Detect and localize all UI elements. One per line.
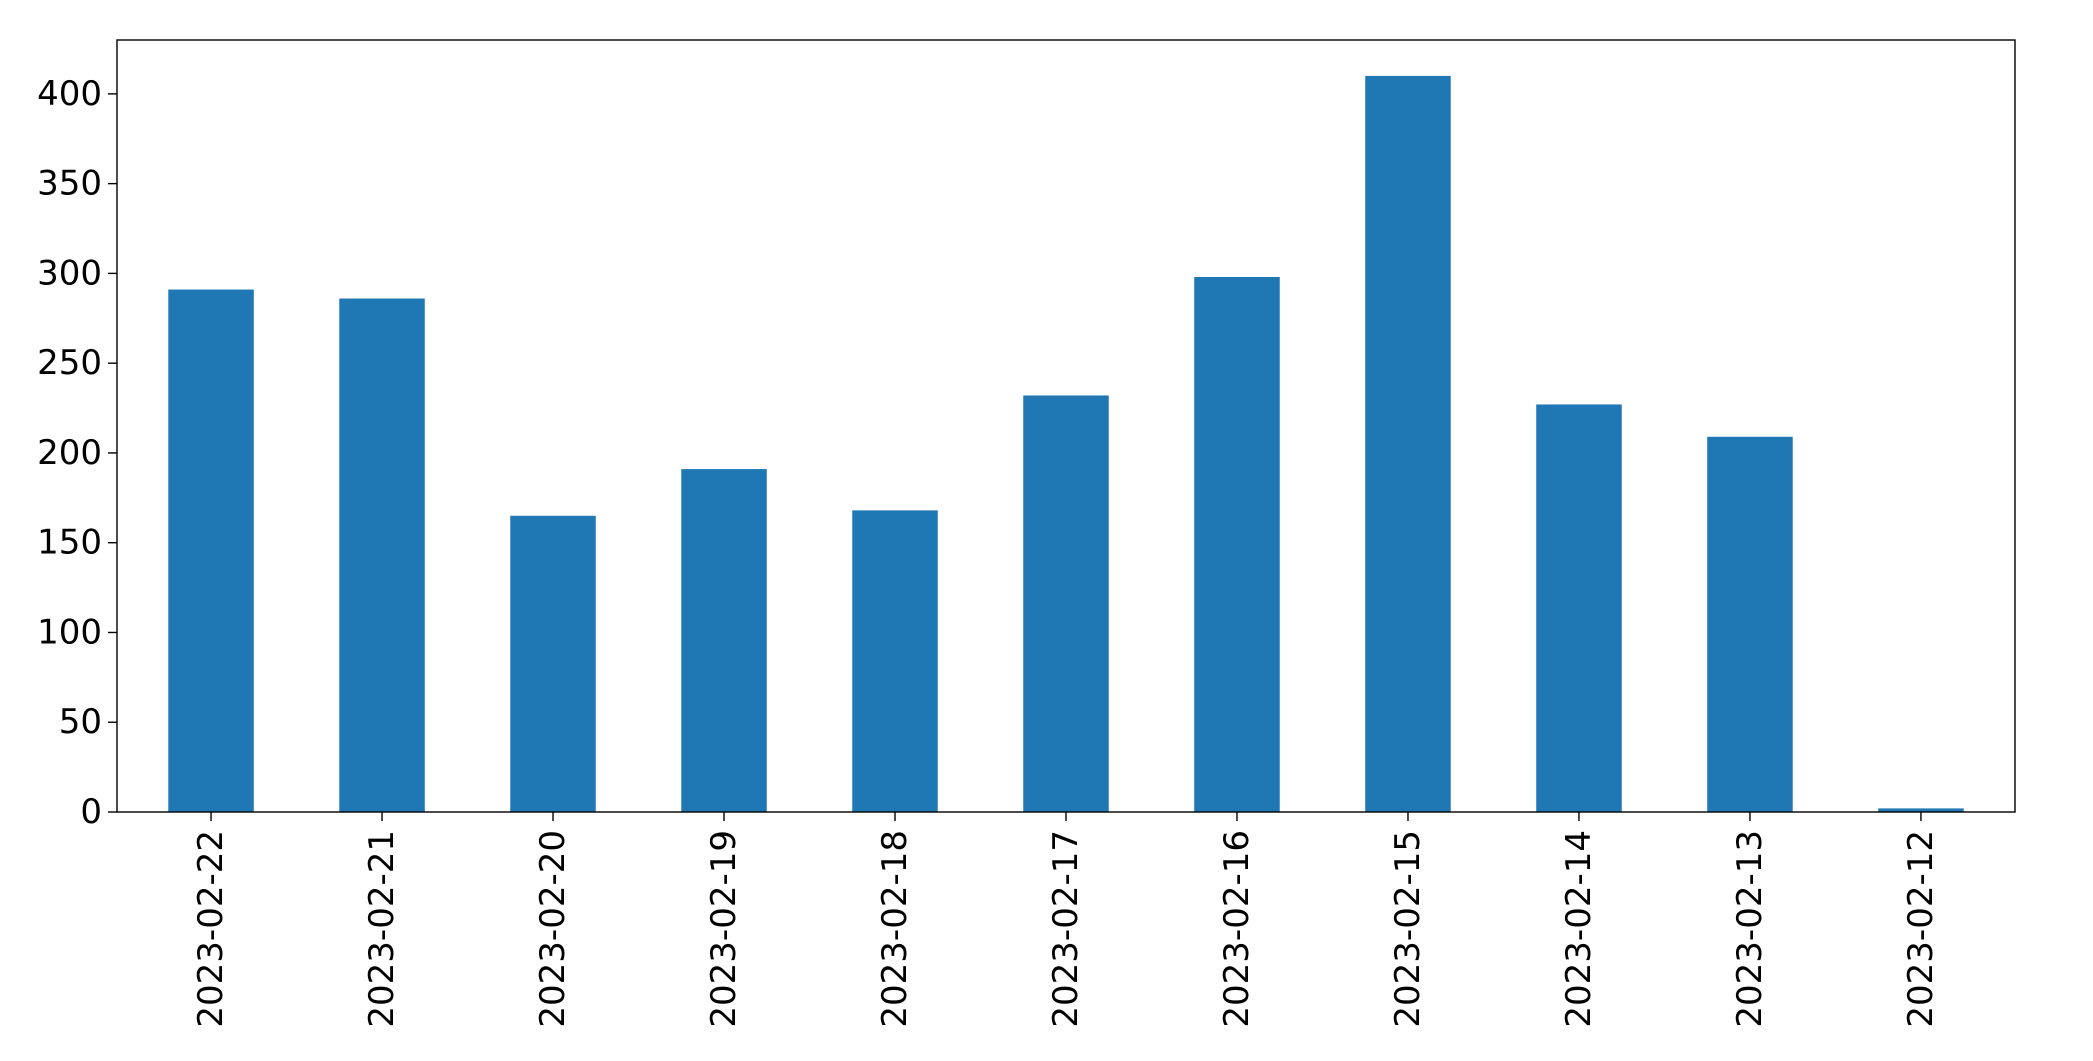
- y-tick-label: 0: [80, 792, 102, 832]
- plot-frame: [116, 39, 2016, 813]
- bar-2023-02-14: [1536, 404, 1622, 812]
- y-tick-label: 100: [37, 612, 102, 652]
- y-tick-label: 400: [37, 74, 102, 114]
- y-tick-label: 300: [37, 253, 102, 293]
- bar-2023-02-20: [510, 515, 596, 812]
- x-tick-label: 2023-02-22: [191, 830, 231, 1028]
- x-tick-label: 2023-02-20: [533, 830, 573, 1028]
- y-tick-label: 50: [59, 702, 102, 742]
- bar-2023-02-12: [1878, 808, 1964, 812]
- x-tick-label: 2023-02-16: [1217, 830, 1257, 1028]
- x-tick-label: 2023-02-18: [875, 830, 915, 1028]
- bar-2023-02-16: [1194, 276, 1280, 812]
- bar-2023-02-15: [1365, 75, 1451, 812]
- bar-2023-02-21: [339, 298, 425, 812]
- x-tick-label: 2023-02-19: [704, 830, 744, 1028]
- y-tick-label: 150: [37, 523, 102, 563]
- bars-layer: [168, 75, 1964, 813]
- y-tick-label: 250: [37, 343, 102, 383]
- x-tick-label: 2023-02-21: [362, 830, 402, 1028]
- bar-2023-02-22: [168, 289, 254, 813]
- y-axis: 0 50 100 150 200 250 300 350 400: [37, 74, 117, 832]
- bar-2023-02-13: [1707, 436, 1793, 812]
- bar-2023-02-19: [681, 469, 767, 812]
- x-tick-label: 2023-02-13: [1730, 830, 1770, 1028]
- x-tick-label: 2023-02-14: [1559, 830, 1599, 1028]
- y-tick-label: 350: [37, 164, 102, 204]
- bar-2023-02-17: [1023, 395, 1109, 812]
- x-tick-label: 2023-02-17: [1046, 830, 1086, 1028]
- x-tick-label: 2023-02-15: [1388, 830, 1428, 1028]
- y-tick-label: 200: [37, 433, 102, 473]
- x-axis: 2023-02-22 2023-02-21 2023-02-20 2023-02-19…: [191, 812, 1941, 1028]
- bar-2023-02-18: [852, 510, 938, 812]
- x-tick-label: 2023-02-12: [1901, 830, 1941, 1028]
